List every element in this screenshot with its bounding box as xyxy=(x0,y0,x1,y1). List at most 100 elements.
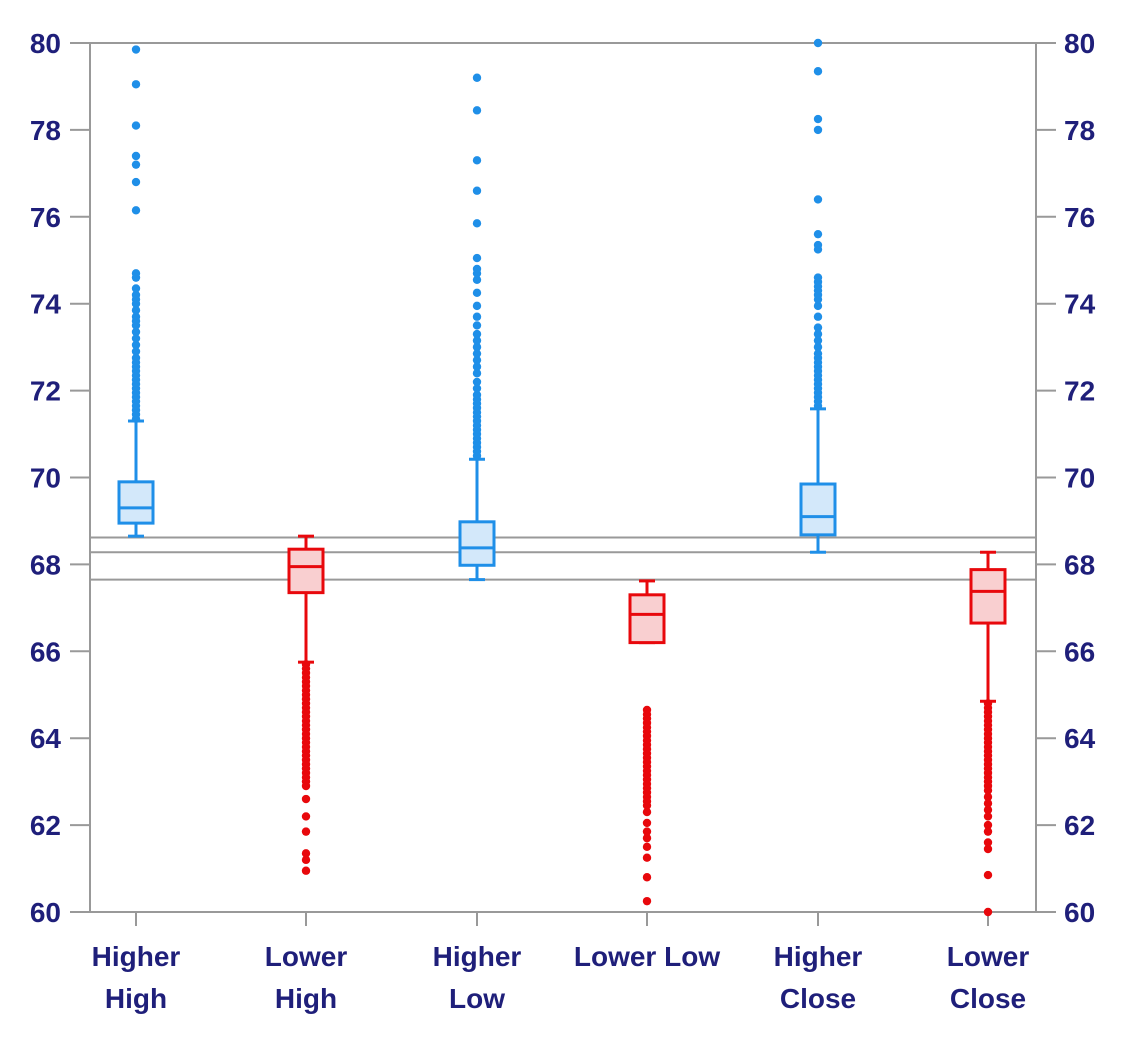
x-category-label-higher-high-line-1: High xyxy=(105,983,167,1014)
outlier-higher-high-32 xyxy=(131,151,141,161)
outlier-higher-close-14 xyxy=(813,336,823,345)
outlier-higher-close-32 xyxy=(813,38,823,48)
outlier-higher-low-21 xyxy=(472,342,482,352)
outlier-higher-close-13 xyxy=(813,342,823,352)
y-tick-label-left-74: 74 xyxy=(30,289,62,320)
box-group-lower-close xyxy=(969,550,1007,917)
outlier-higher-high-28 xyxy=(131,269,141,278)
reference-lines xyxy=(90,536,1036,581)
outlier-higher-low-16 xyxy=(472,377,482,387)
outlier-higher-low-35 xyxy=(472,106,482,115)
outlier-higher-close-26 xyxy=(813,240,823,250)
box-higher-close xyxy=(799,482,837,537)
outlier-lower-close-20 xyxy=(983,786,993,795)
outlier-higher-close-17 xyxy=(813,312,823,321)
y-tick-label-right-62: 62 xyxy=(1064,810,1095,841)
box-group-higher-close xyxy=(799,38,837,554)
outlier-lower-low-30 xyxy=(642,896,652,906)
y-tick-label-right-74: 74 xyxy=(1064,289,1096,320)
x-category-label-lower-close-line-0: Lower xyxy=(947,941,1030,972)
x-category-label-lower-close-line-1: Close xyxy=(950,983,1026,1014)
y-tick-label-right-72: 72 xyxy=(1064,376,1095,407)
y-tick-label-left-64: 64 xyxy=(30,723,62,754)
outlier-higher-close-16 xyxy=(813,323,823,332)
outlier-lower-low-24 xyxy=(642,818,652,828)
outlier-higher-high-18 xyxy=(131,327,141,337)
outlier-higher-high-31 xyxy=(131,160,141,169)
box-higher-low xyxy=(458,520,496,567)
y-tick-label-right-68: 68 xyxy=(1064,549,1095,580)
outlier-lower-low-22 xyxy=(642,801,652,810)
outlier-higher-low-20 xyxy=(472,349,482,358)
outlier-lower-close-23 xyxy=(983,805,993,815)
outlier-lower-high-33 xyxy=(301,855,311,865)
outlier-lower-high-32 xyxy=(301,849,311,858)
y-tick-label-right-70: 70 xyxy=(1064,463,1095,494)
outlier-higher-low-30 xyxy=(472,264,482,274)
x-category-label-lower-high-line-0: Lower xyxy=(265,941,348,972)
outlier-lower-low-23 xyxy=(642,807,652,817)
axes xyxy=(70,42,1056,926)
outlier-higher-high-33 xyxy=(131,121,141,130)
x-category-label-lower-low-line-0: Lower Low xyxy=(574,941,720,972)
axis-labels: 60 60 62 62 64 64 66 66 68 68 70 70 72 72 74 74 76 76 78 78… xyxy=(30,28,1096,1014)
outlier-higher-close-28 xyxy=(813,195,823,204)
outlier-lower-low-27 xyxy=(642,842,652,852)
outlier-higher-high-34 xyxy=(131,80,141,89)
outlier-lower-close-26 xyxy=(983,827,993,836)
box-plot-marks xyxy=(117,38,1007,917)
y-tick-label-left-78: 78 xyxy=(30,115,61,146)
outlier-lower-low-28 xyxy=(642,853,652,862)
outlier-higher-low-17 xyxy=(472,369,482,378)
outlier-lower-high-31 xyxy=(301,827,311,836)
outlier-higher-high-25 xyxy=(131,290,141,300)
box-lower-low xyxy=(628,593,666,645)
y-tick-label-left-76: 76 xyxy=(30,202,61,233)
box-group-lower-high xyxy=(287,534,325,875)
y-tick-label-right-78: 78 xyxy=(1064,115,1095,146)
outlier-higher-high-16 xyxy=(131,340,141,350)
outlier-lower-close-24 xyxy=(983,812,993,821)
y-tick-label-left-62: 62 xyxy=(30,810,61,841)
y-tick-label-left-60: 60 xyxy=(30,897,61,928)
box-group-higher-high xyxy=(117,45,155,538)
y-tick-label-right-80: 80 xyxy=(1064,28,1095,59)
outlier-lower-high-28 xyxy=(301,781,311,791)
x-category-label-higher-low-line-0: Higher xyxy=(433,941,522,972)
outlier-higher-close-29 xyxy=(813,125,823,135)
outlier-higher-close-18 xyxy=(813,301,823,311)
y-tick-label-left-80: 80 xyxy=(30,28,61,59)
outlier-higher-low-28 xyxy=(472,275,482,285)
outlier-higher-low-36 xyxy=(472,73,482,82)
x-category-label-higher-close-line-1: Close xyxy=(780,983,856,1014)
x-category-label-higher-high-line-0: Higher xyxy=(92,941,181,972)
box-higher-high xyxy=(117,480,155,525)
outlier-higher-low-26 xyxy=(472,301,482,311)
box-lower-close xyxy=(969,568,1007,625)
outlier-higher-high-17 xyxy=(131,334,141,343)
outlier-higher-close-27 xyxy=(813,229,823,239)
x-category-label-higher-low-line-1: Low xyxy=(449,983,505,1014)
outlier-lower-low-26 xyxy=(642,833,652,843)
outlier-higher-low-18 xyxy=(472,362,482,371)
outlier-higher-close-31 xyxy=(813,67,823,76)
outlier-higher-close-12 xyxy=(813,349,823,358)
outlier-higher-high-26 xyxy=(131,284,141,293)
outlier-higher-low-22 xyxy=(472,336,482,345)
outlier-higher-close-24 xyxy=(813,273,823,282)
outlier-lower-close-30 xyxy=(983,907,993,917)
y-tick-label-left-66: 66 xyxy=(30,636,61,667)
box-group-lower-low xyxy=(628,579,666,906)
box-group-higher-low xyxy=(458,73,496,582)
outlier-higher-low-19 xyxy=(472,355,482,365)
box-lower-high xyxy=(287,547,325,595)
outlier-higher-low-24 xyxy=(472,321,482,330)
outlier-higher-high-15 xyxy=(131,347,141,356)
outlier-higher-high-29 xyxy=(131,206,141,215)
outlier-higher-high-14 xyxy=(131,353,141,363)
y-tick-label-left-70: 70 xyxy=(30,463,61,494)
outlier-higher-high-35 xyxy=(131,45,141,54)
x-category-label-lower-high-line-1: High xyxy=(275,983,337,1014)
outlier-lower-close-22 xyxy=(983,799,993,808)
